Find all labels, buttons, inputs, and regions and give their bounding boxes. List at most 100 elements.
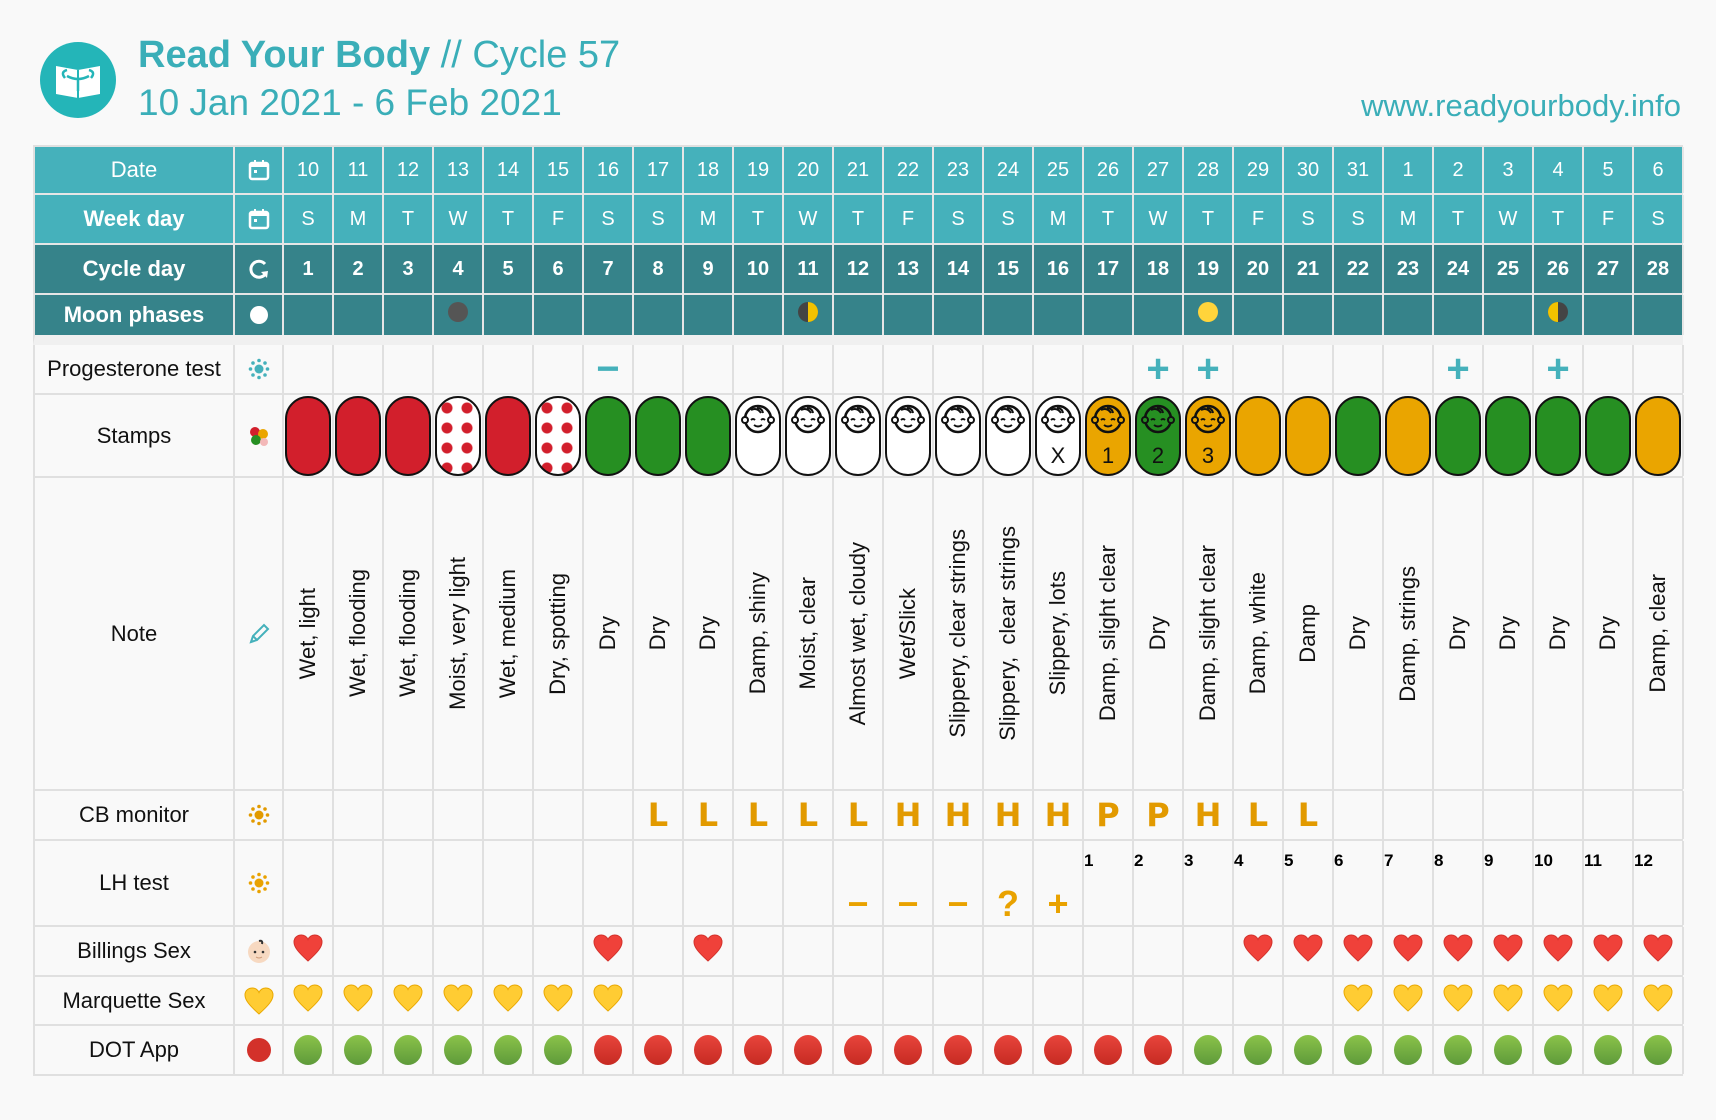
lh-test-cell: 8: [1434, 841, 1484, 925]
cell-text: S: [1351, 207, 1365, 230]
cb-monitor-cell: H: [934, 791, 984, 839]
stamp-green[interactable]: [1335, 395, 1381, 476]
stamp-cell: [1384, 395, 1434, 476]
stamp-cell: 2: [1134, 395, 1184, 476]
stamp-cell: [984, 395, 1034, 476]
stamp-red-dots[interactable]: [435, 395, 481, 476]
cycle-day-cell: 3: [384, 245, 434, 293]
progesterone-cell: [384, 345, 434, 393]
dot-cell: [1484, 1026, 1534, 1074]
stamp-green[interactable]: [685, 395, 731, 476]
stamp-white[interactable]: [985, 395, 1031, 476]
moon-cell: [934, 295, 984, 335]
cycle-day-cell: 25: [1484, 245, 1534, 293]
billings-cell: [534, 927, 584, 975]
progesterone-cell: [984, 345, 1034, 393]
stamp-yellow[interactable]: [1235, 395, 1281, 476]
red-dot-icon: [1144, 1035, 1172, 1065]
stamp-green[interactable]: [585, 395, 631, 476]
green-dot-icon: [1244, 1035, 1272, 1065]
progesterone-cell: −: [584, 345, 634, 393]
note-cell: Damp, shiny: [734, 478, 784, 789]
stamp-yellow[interactable]: [1635, 395, 1681, 476]
marquette-cell: [334, 977, 384, 1024]
moon-cell: [834, 295, 884, 335]
lh-test-cell: 6: [1334, 841, 1384, 925]
dot-cell: [334, 1026, 384, 1074]
cell-text: 14: [496, 158, 520, 181]
stamp-green[interactable]: [1485, 395, 1531, 476]
red-heart-icon: [1393, 934, 1423, 968]
stamp-red[interactable]: [485, 395, 531, 476]
cell-text: Dry: [695, 616, 720, 651]
lh-test-cell: [734, 841, 784, 925]
cell-text: T: [851, 207, 865, 230]
row-label: LH test: [35, 841, 235, 925]
stamp-red[interactable]: [285, 395, 331, 476]
red-dot-icon: [794, 1035, 822, 1065]
calendar-icon: [235, 147, 284, 193]
cell-text: Damp, clear: [1645, 574, 1670, 693]
stamp-green[interactable]: [1435, 395, 1481, 476]
weekday-cell: T: [834, 195, 884, 243]
stamp-green[interactable]: [1535, 395, 1581, 476]
stamp-yellow[interactable]: [1385, 395, 1431, 476]
cell-text: Damp, shiny: [745, 572, 770, 695]
stamp-yellow[interactable]: 3: [1185, 395, 1231, 476]
stamp-white[interactable]: [935, 395, 981, 476]
date-cell: 3: [1484, 147, 1534, 193]
cb-monitor-cell: [1584, 791, 1634, 839]
stamp-white[interactable]: X: [1035, 395, 1081, 476]
cell-text: 13: [896, 257, 920, 280]
weekday-cell: S: [1334, 195, 1384, 243]
red-heart-icon: [1493, 934, 1523, 968]
stamp-cell: [434, 395, 484, 476]
stamp-white[interactable]: [785, 395, 831, 476]
dot-cell: [284, 1026, 334, 1074]
website-link[interactable]: www.readyourbody.info: [1361, 88, 1681, 123]
progesterone-cell: [334, 345, 384, 393]
baby-face-icon: [1190, 401, 1226, 443]
cell-text: 1: [302, 257, 314, 280]
stamp-red[interactable]: [335, 395, 381, 476]
stamp-green[interactable]: 2: [1135, 395, 1181, 476]
lh-test-cell: [784, 841, 834, 925]
moon-cell: [1084, 295, 1134, 335]
dot-cell: [834, 1026, 884, 1074]
weekday-cell: S: [634, 195, 684, 243]
cell-text: 27: [1596, 257, 1620, 280]
stamp-green[interactable]: [635, 395, 681, 476]
stamp-cell: [1334, 395, 1384, 476]
yellow-heart-icon: [1443, 983, 1473, 1018]
stamp-yellow[interactable]: 1: [1085, 395, 1131, 476]
cell-text: 21: [846, 158, 870, 181]
date-cell: 13: [434, 147, 484, 193]
stamp-yellow[interactable]: [1285, 395, 1331, 476]
stamp-red[interactable]: [385, 395, 431, 476]
stamp-white[interactable]: [735, 395, 781, 476]
yellow-heart-icon: [543, 983, 573, 1018]
cell-text: L: [747, 796, 769, 834]
stamp-white[interactable]: [835, 395, 881, 476]
stamp-green[interactable]: [1585, 395, 1631, 476]
note-cell: Almost wet, cloudy: [834, 478, 884, 789]
lh-result: −: [847, 883, 869, 924]
billings-cell: [1134, 927, 1184, 975]
weekday-cell: S: [1634, 195, 1684, 243]
lh-test-cell: 7: [1384, 841, 1434, 925]
stamp-cell: [834, 395, 884, 476]
moon-cell: [534, 295, 584, 335]
row-label: Billings Sex: [35, 927, 235, 975]
weekday-cell: W: [434, 195, 484, 243]
moon-cell: [634, 295, 684, 335]
red-heart-icon: [1593, 934, 1623, 968]
row-label: Stamps: [35, 395, 235, 476]
cell-text: T: [401, 207, 415, 230]
stamp-white[interactable]: [885, 395, 931, 476]
yellow-heart-icon: [1493, 983, 1523, 1018]
cell-text: L: [797, 796, 819, 834]
cell-text: 29: [1246, 158, 1270, 181]
stamp-red-dots[interactable]: [535, 395, 581, 476]
marquette-cell: [784, 977, 834, 1024]
cell-text: 3: [1502, 158, 1514, 181]
